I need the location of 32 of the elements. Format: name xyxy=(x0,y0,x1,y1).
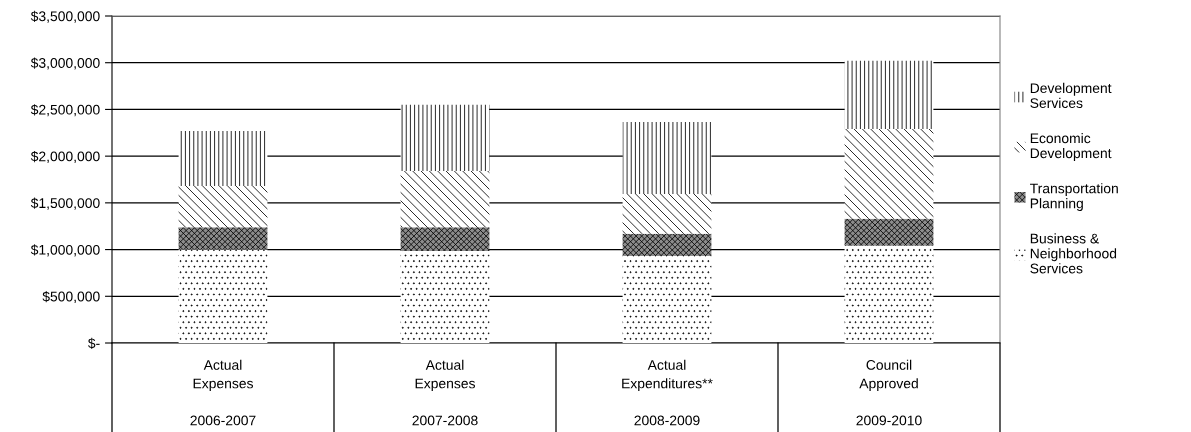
bar xyxy=(622,256,712,343)
y-tick-label: $2,000,000 xyxy=(30,150,100,163)
y-tick-label: $3,000,000 xyxy=(30,57,100,70)
legend-label: Transportation Planning xyxy=(1030,183,1118,212)
y-tick-label: $- xyxy=(88,337,100,349)
category-label: Actual Expenditures** 2008-2009 xyxy=(622,359,713,426)
bar xyxy=(400,227,490,251)
bar xyxy=(178,186,268,228)
category-label: Actual Expenses 2007-2008 xyxy=(412,359,478,426)
bar xyxy=(844,60,934,130)
bar xyxy=(178,130,268,187)
bar xyxy=(400,171,490,228)
legend-label: Development Services xyxy=(1030,82,1112,109)
bar xyxy=(622,193,712,234)
bar xyxy=(844,129,934,219)
bar xyxy=(178,249,268,343)
legend-label: Economic Development xyxy=(1030,133,1112,161)
bar xyxy=(178,227,268,250)
bar xyxy=(844,245,934,343)
bar xyxy=(400,104,490,172)
legend-label: Business & Neighborhood Services xyxy=(1030,233,1117,274)
category-label: Council Approved 2009-2010 xyxy=(856,359,922,426)
bar xyxy=(844,218,934,246)
y-tick-label: $1,500,000 xyxy=(30,197,100,210)
category-label: Actual Expenses 2006-2007 xyxy=(190,359,256,426)
y-tick-label: $500,000 xyxy=(42,291,100,304)
bar xyxy=(622,233,712,257)
y-tick-label: $1,000,000 xyxy=(30,244,100,257)
bar xyxy=(400,250,490,343)
bar xyxy=(622,122,712,194)
y-tick-label: $2,500,000 xyxy=(30,104,100,117)
y-tick-label: $3,500,000 xyxy=(30,10,100,23)
